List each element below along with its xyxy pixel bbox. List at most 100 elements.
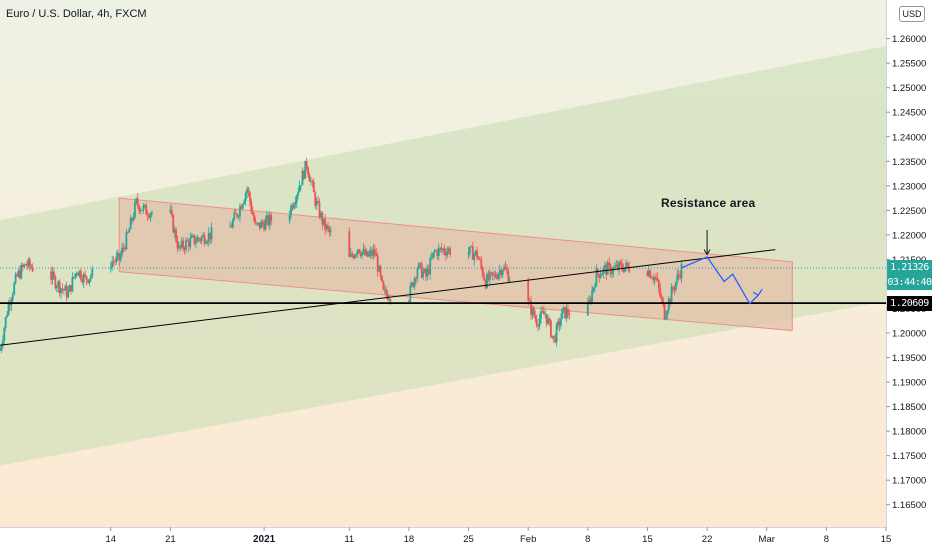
candle-body (322, 218, 325, 225)
candle-body (487, 274, 490, 281)
candle-body (301, 170, 304, 186)
candle-body (125, 232, 128, 250)
candle-body (605, 264, 608, 275)
candle-body (416, 268, 419, 279)
candle-body (599, 275, 602, 278)
candle-body (54, 276, 57, 289)
candle-body (559, 318, 562, 326)
candle-body (13, 283, 16, 295)
candle-body (355, 253, 358, 255)
candle-body (488, 272, 491, 281)
candle-body (143, 204, 146, 206)
candle-body (531, 307, 534, 315)
candle-body (321, 212, 324, 225)
candle-body (528, 300, 531, 302)
candle-body (674, 282, 677, 290)
candle-body (89, 276, 92, 279)
candle-body (57, 281, 60, 288)
candle-body (317, 201, 319, 203)
candle-body (328, 227, 331, 232)
candle-body (419, 263, 422, 265)
trendline (0, 249, 776, 346)
candle-body (170, 209, 173, 215)
y-tick-label: 1.17000 (892, 476, 926, 487)
candle-body (257, 222, 260, 224)
candle-body (368, 253, 371, 257)
candle-body (236, 213, 239, 217)
candle-body (498, 269, 501, 274)
candle-body (77, 272, 79, 276)
candle-body (112, 261, 115, 263)
candle-body (178, 245, 180, 249)
candle-body (364, 249, 366, 256)
annotation-arrowhead (703, 249, 711, 256)
candle-body (71, 276, 74, 292)
y-tick-label: 1.23000 (892, 181, 926, 192)
candle-body (270, 214, 273, 221)
candle-body (646, 271, 649, 276)
candle-body (50, 271, 53, 280)
candle-body (435, 250, 437, 252)
candle-body (469, 246, 471, 253)
candle-body (206, 241, 209, 244)
candle-body (619, 261, 622, 264)
currency-badge[interactable]: USD (899, 6, 925, 22)
candle-body (149, 213, 152, 218)
candle-body (85, 276, 88, 281)
candle-body (11, 294, 14, 300)
candle-body (544, 313, 547, 315)
candle-body (376, 256, 379, 272)
candle-body (551, 335, 554, 338)
candle-body (288, 214, 291, 221)
candle-body (541, 311, 544, 312)
candle-body (484, 280, 487, 288)
candle-body (60, 288, 62, 294)
candle-body (429, 258, 432, 274)
x-tick-label: 21 (165, 534, 176, 545)
candle-body (598, 273, 601, 278)
candle-body (258, 222, 261, 229)
candle-body (195, 241, 197, 244)
candle-body (109, 267, 112, 269)
candle-body (449, 248, 451, 255)
candle-body (555, 324, 558, 343)
candle-body (359, 253, 362, 256)
candle-body (381, 275, 383, 282)
candle-body (426, 268, 429, 277)
candle-body (427, 268, 430, 274)
candle-body (17, 270, 20, 276)
candle-body (348, 231, 351, 257)
candle-body (436, 250, 439, 257)
y-tick-label: 1.18500 (892, 402, 926, 413)
candle-body (491, 272, 494, 276)
candle-body (625, 262, 628, 268)
candle-body (264, 219, 267, 230)
inner-channel (118, 197, 793, 332)
candle-body (667, 298, 670, 311)
candle-body (467, 252, 470, 255)
candle-body (231, 220, 234, 228)
candle-body (27, 259, 30, 267)
candle-body (408, 301, 410, 303)
candle-body (74, 273, 77, 278)
x-tick-label: Feb (520, 534, 536, 545)
candle-body (0, 350, 1, 351)
candle-body (362, 249, 365, 252)
candle-body (244, 193, 247, 201)
candle-body (412, 282, 415, 287)
candle-body (87, 280, 89, 283)
candle-body (119, 254, 122, 261)
candle-body (243, 200, 246, 205)
candle-body (425, 269, 427, 277)
candle-body (507, 271, 510, 282)
candle-body (240, 206, 243, 209)
candle-body (51, 271, 54, 280)
candle-body (297, 191, 300, 196)
x-tick-label: 15 (642, 534, 653, 545)
candle-body (532, 307, 535, 316)
candle-body (247, 188, 250, 193)
y-tick-label: 1.19000 (892, 378, 926, 389)
candle-body (82, 274, 85, 283)
candle-body (23, 264, 26, 267)
y-tick-label: 1.17500 (892, 451, 926, 462)
